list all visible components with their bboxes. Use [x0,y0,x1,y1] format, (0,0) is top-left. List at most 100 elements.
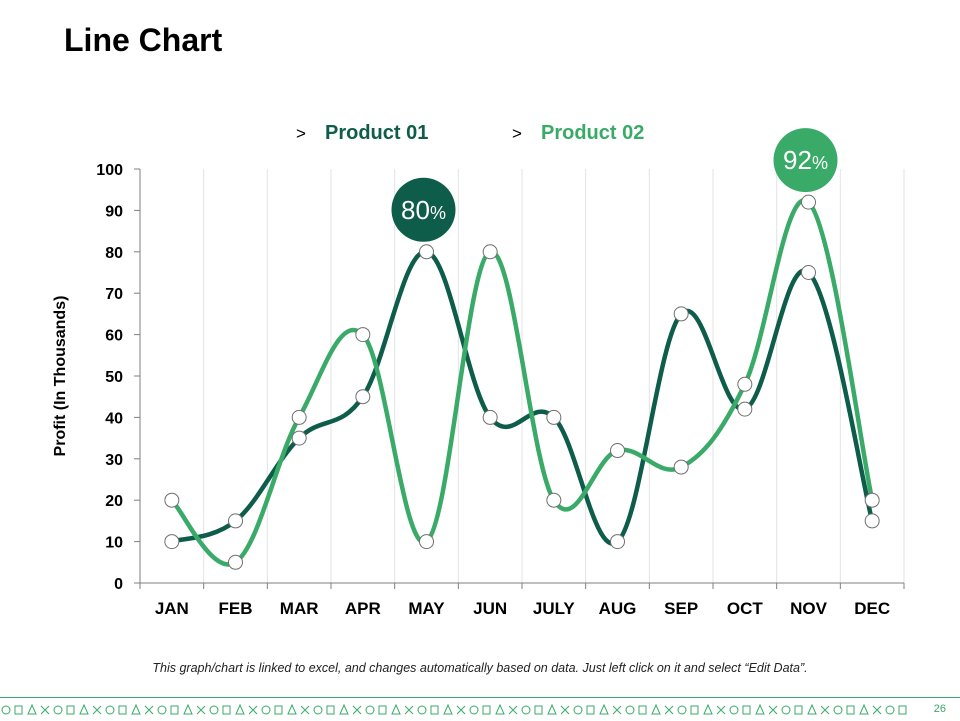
x-tick-label: MAY [408,599,445,618]
footer-glyph [547,703,557,715]
x-tick-label: DEC [854,599,890,618]
series-line [169,197,875,567]
y-tick-label: 0 [114,576,123,593]
y-tick-label: 20 [105,493,123,510]
footer-glyph [27,703,37,715]
page-number: 26 [933,703,946,715]
footer-glyph [339,703,349,715]
footer-glyph [599,703,609,715]
page-title: Line Chart [64,22,223,58]
footer-glyph [157,705,167,715]
x-tick-label: AUG [599,599,637,618]
footer-glyph [651,703,661,715]
x-tick-label: SEP [664,599,698,618]
footer-glyph [859,703,869,715]
footer-glyph [807,703,817,715]
footer-glyph [560,705,570,715]
y-tick-label: 50 [105,369,123,386]
y-tick-label: 10 [105,535,123,552]
footer-glyph [534,705,543,715]
footer-glyph [313,705,323,715]
data-point [673,459,689,475]
footer-glyph [430,705,439,715]
footer-glyph [703,703,713,715]
footer-glyph [755,703,765,715]
footer-glyph [690,705,699,715]
footer-glyph [40,705,50,715]
footer-glyph [14,705,23,715]
footer-glyph [508,705,518,715]
footer-glyph [352,705,362,715]
legend-marker: > [296,124,306,143]
footer-glyph [326,705,335,715]
x-tick-label: JAN [155,599,189,618]
footer-glyph [638,705,647,715]
callout-label: 80% [401,195,446,225]
footer-glyph [118,705,127,715]
data-point [228,554,243,570]
legend-entry: > Product 01 [296,122,428,144]
footer-glyph [209,705,219,715]
y-tick-label: 100 [96,162,123,179]
footer-glyph [365,705,375,715]
footer-glyph [456,705,466,715]
footer-glyph [469,705,479,715]
series-line [169,249,875,546]
footer-glyph [53,705,63,715]
footer-glyph [404,705,414,715]
callout: 80% [391,177,456,242]
footer-glyph [66,705,75,715]
data-point [546,492,562,508]
y-axis-title: Profit (In Thousands) [52,296,69,457]
footer-glyph [300,705,310,715]
data-point [737,376,753,392]
footer-glyph [521,705,531,715]
legend-label: Product 02 [541,122,644,144]
footer-glyph [1,705,11,715]
footer-glyph [391,703,401,715]
footer-glyph [573,705,583,715]
footer-glyph [768,705,778,715]
footer-glyph [79,703,89,715]
footer-glyph [794,705,803,715]
x-tick-label: FEB [219,599,253,618]
footer-glyph [625,705,635,715]
footer-glyph [183,703,193,715]
y-tick-label: 70 [105,286,123,303]
x-tick-label: OCT [727,599,764,618]
legend-marker: > [512,124,522,143]
footer-glyph [105,705,115,715]
data-point [610,443,625,459]
footer-glyph [378,705,387,715]
footer-glyph [170,705,179,715]
data-point [482,244,498,260]
footer-glyph [443,703,453,715]
footer-glyph [716,705,726,715]
legend-label: Product 01 [325,122,428,144]
data-point [355,327,371,343]
footer-glyph [612,705,622,715]
data-point [610,534,625,550]
footer-glyph [261,705,271,715]
footer-pattern-icon [1,703,907,715]
data-point [673,306,689,322]
data-point [355,389,371,405]
footer-glyph [781,705,791,715]
x-tick-label: JUN [473,599,507,618]
footer-glyph [742,705,751,715]
data-point [482,409,498,425]
footer-glyph [872,705,882,715]
data-point [801,265,816,280]
footer-glyph [664,705,674,715]
footer-glyph [248,705,258,715]
footer-glyph [586,705,595,715]
footer-glyph [898,705,907,715]
data-point [546,409,562,425]
footer-glyph [274,705,283,715]
footer-glyph [196,705,206,715]
footer-glyph [677,705,687,715]
data-point [864,492,880,508]
footnote: This graph/chart is linked to excel, and… [152,661,808,675]
x-tick-label: NOV [790,599,828,618]
data-point [801,194,816,210]
